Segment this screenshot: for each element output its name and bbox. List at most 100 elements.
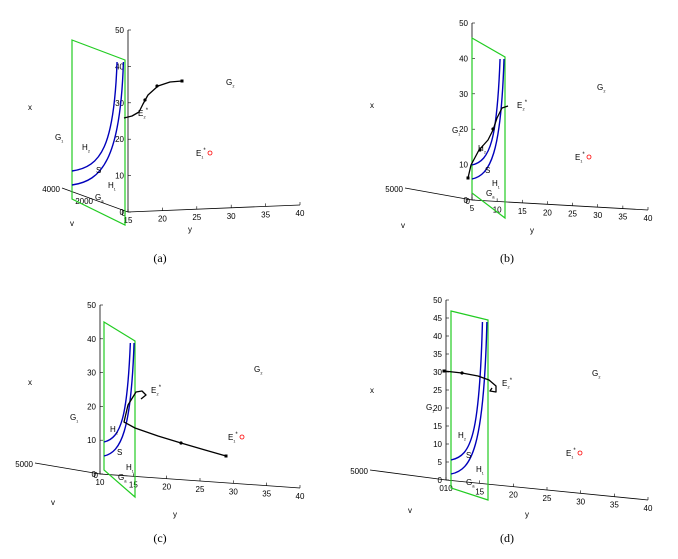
equilibrium-e2-label: E₂* [151,385,162,397]
x-tick-label: 20 [115,135,124,144]
y-tick-label: 010 [439,484,453,493]
equilibrium-e2-label: E₂* [502,378,513,390]
plane-frame [450,310,489,501]
equilibrium-e1-marker [239,434,245,440]
trajectory-arrow-marker [155,84,159,88]
curve-h2 [71,61,118,172]
y-tick-label: 40 [644,504,653,513]
y-tick-label: 35 [261,210,270,219]
v-axis-line [404,187,473,201]
x-tick-label: 10 [87,436,96,445]
equilibrium-e2-label: E₂* [517,100,528,112]
x-tick-label: 40 [115,62,124,71]
equilibrium-e1-label: E₁* [196,148,206,160]
v-tick-label: 0 [466,197,471,206]
curve-s [71,61,125,186]
x-tick-label: 0 [92,470,97,479]
trajectory-line [123,80,183,119]
x-tick-label: 15 [433,422,442,431]
x-axis-label: x [28,378,32,387]
x-tick-label: 5 [438,458,443,467]
x-tick-label: 50 [115,26,124,35]
panel-caption: (b) [500,251,514,265]
y-tick-label: 5 [470,204,475,213]
surface-s-label: S [117,448,122,457]
surface-s-label: S [485,166,490,175]
x-tick-label: 0 [464,196,469,205]
y-tick-label: 10 [493,205,502,214]
trajectory-start-marker [180,79,184,83]
surface-h1-label: H₁ [492,179,500,190]
v-axis-line [61,187,129,213]
y-tick-label: 20 [509,491,518,500]
panel-caption: (a) [153,251,166,265]
trajectory-start-marker [442,369,446,373]
equilibrium-e1-marker [586,154,592,160]
trajectory-line [443,370,497,393]
surface-h2-label: H₂ [82,143,91,154]
v-axis-label: v [408,506,412,515]
x-tick-label: 0 [438,476,443,485]
surface-s-label: S [466,451,471,460]
panel-caption: (d) [500,531,514,545]
y-tick-label: 35 [262,490,271,499]
plane-frame [71,39,126,226]
x-tick-label: 30 [87,369,96,378]
x-tick-label: 40 [459,54,468,63]
curve-s [450,321,488,475]
v-tick-label: 5000 [15,460,33,469]
x-tick-label: 20 [433,404,442,413]
curve-h2 [103,342,132,443]
surface-h1-label: H₁ [108,181,116,192]
region-g1-label: G₁ [426,403,434,414]
equilibrium-e1-label: E₁* [575,152,585,164]
v-axis-label: v [401,221,405,230]
y-tick-label: 20 [158,215,167,224]
region-ga-label: Gₐ [118,473,127,484]
y-tick-label: 20 [162,483,171,492]
region-g2-label: G₂ [226,78,235,89]
equilibrium-e1-label: E₁* [228,432,238,444]
v-axis-label: v [51,498,55,507]
surface-s-label: S [96,166,101,175]
x-axis-label: x [370,386,374,395]
trajectory-arrow-marker [460,371,464,375]
y-tick-label: 25 [192,213,201,222]
y-tick-label: 25 [543,494,552,503]
v-tick-label: 5000 [350,467,368,476]
surface-h2-label: H₂ [458,431,467,442]
x-tick-label: 20 [87,402,96,411]
curve-s [103,342,135,457]
panel-caption: (c) [153,531,166,545]
y-axis-label: y [530,226,534,235]
y-tick-label: 15 [475,487,484,496]
y-tick-label: 35 [610,501,619,510]
y-axis-label: y [173,510,177,519]
surface-h2-label: H₂ [110,425,119,436]
x-tick-label: 30 [115,99,124,108]
y-axis-line [471,199,649,211]
y-tick-label: 30 [576,497,585,506]
x-tick-label: 10 [459,161,468,170]
y-tick-label: 40 [296,209,305,218]
trajectory-arrow-marker [491,127,495,131]
x-tick-label: 25 [433,386,442,395]
x-tick-label: 10 [433,440,442,449]
equilibrium-e1-label: E₁* [566,448,576,460]
curve-s [471,58,505,180]
trajectory-start-marker [224,454,228,458]
y-tick-label: 15 [124,216,133,225]
y-tick-label: 30 [593,211,602,220]
trajectory-arrow-marker [478,148,482,152]
region-g1-label: G₁ [70,413,78,424]
v-axis-label: v [70,219,74,228]
x-axis-label: x [28,103,32,112]
surface-h1-label: H₁ [476,465,484,476]
y-tick-label: 10 [96,478,105,487]
x-tick-label: 20 [459,125,468,134]
y-axis-label: y [188,225,192,234]
region-g2-label: G₂ [254,365,263,376]
trajectory-arrow-marker [143,98,147,102]
x-tick-label: 50 [87,301,96,310]
